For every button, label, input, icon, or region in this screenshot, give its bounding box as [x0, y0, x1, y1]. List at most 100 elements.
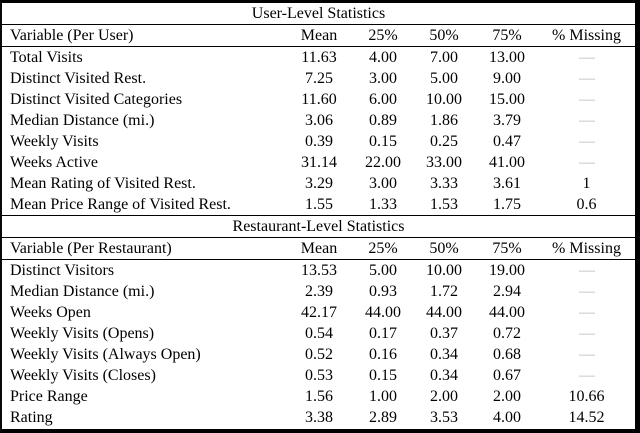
- table-row: Median Distance (mi.) 3.06 0.89 1.86 3.79 —: [2, 110, 635, 131]
- column-header: 25%: [368, 240, 398, 257]
- table-row: Weeks Active 31.14 22.00 33.00 41.00 —: [2, 152, 635, 173]
- value-cell: 5.00: [430, 70, 458, 87]
- value-cell: 10.00: [426, 91, 462, 108]
- value-cell: 3.00: [369, 175, 397, 192]
- user-level-section: User-Level Statistics Variable (Per User…: [2, 3, 635, 215]
- value-cell: 10.66: [568, 388, 605, 405]
- column-header: % Missing: [552, 240, 621, 257]
- value-cell: 15.00: [489, 91, 525, 108]
- value-cell: 0.89: [369, 112, 397, 129]
- value-cell: 1.33: [369, 196, 397, 213]
- value-cell: 0.34: [430, 346, 458, 363]
- value-cell: 3.00: [369, 70, 397, 87]
- table-row: Distinct Visited Categories 11.60 6.00 10.0…: [2, 89, 635, 110]
- table-row: Distinct Visited Rest. 7.25 3.00 5.00 9.00 —: [2, 68, 635, 89]
- missing-dash: —: [579, 133, 595, 150]
- value-cell: 1.72: [430, 283, 458, 300]
- table-body: Total Visits 11.63 4.00 7.00 13.00— Distinct …: [2, 47, 635, 215]
- value-cell: 2.00: [493, 388, 521, 405]
- variable-cell: Price Range: [10, 388, 88, 405]
- variable-cell: Weekly Visits: [10, 133, 99, 150]
- rule: [2, 24, 635, 25]
- table-row: Median Distance (mi.) 2.39 0.93 1.72 2.94 —: [2, 281, 635, 302]
- variable-cell: Mean Price Range of Visited Rest.: [10, 196, 231, 213]
- value-cell: 1.00: [369, 388, 397, 405]
- column-header: Mean: [300, 240, 338, 257]
- value-cell: 2.89: [369, 409, 397, 426]
- section-title-restaurant-level: Restaurant-Level Statistics: [232, 218, 405, 235]
- value-cell: 7.25: [305, 70, 333, 87]
- table-body: Distinct Visitors 13.53 5.00 10.00 19.00— Med…: [2, 260, 635, 428]
- value-cell: 11.63: [301, 49, 337, 66]
- value-cell: 1.86: [430, 112, 458, 129]
- value-cell: 7.00: [430, 49, 458, 66]
- column-header: 50%: [429, 27, 459, 44]
- value-cell: 19.00: [489, 262, 525, 279]
- column-header: Variable (Per Restaurant): [10, 240, 172, 257]
- section-title-user-level: User-Level Statistics: [251, 5, 386, 22]
- value-cell: 0.53: [305, 367, 333, 384]
- rule: [2, 46, 635, 47]
- value-cell: 0.15: [369, 367, 397, 384]
- value-cell: 44.00: [365, 304, 401, 321]
- value-cell: 44.00: [426, 304, 462, 321]
- value-cell: 0.37: [430, 325, 458, 342]
- column-header: 25%: [368, 27, 398, 44]
- value-cell: 1.56: [305, 388, 333, 405]
- missing-dash: —: [579, 112, 595, 129]
- value-cell: 33.00: [426, 154, 462, 171]
- missing-dash: —: [579, 283, 595, 300]
- table-row: Weekly Visits (Closes) 0.53 0.15 0.34 0.67 —: [2, 365, 635, 386]
- value-cell: 13.53: [301, 262, 337, 279]
- variable-cell: Rating: [10, 409, 53, 426]
- header-row: Variable (Per Restaurant) Mean 25% 50% 75% % …: [2, 238, 635, 259]
- missing-dash: —: [579, 49, 595, 66]
- variable-cell: Weeks Open: [10, 304, 91, 321]
- value-cell: 6.00: [369, 91, 397, 108]
- column-header: 75%: [492, 27, 522, 44]
- variable-cell: Weekly Visits (Closes): [10, 367, 156, 384]
- value-cell: 4.00: [369, 49, 397, 66]
- value-cell: 9.00: [493, 70, 521, 87]
- value-cell: 4.00: [493, 409, 521, 426]
- value-cell: 0.47: [493, 133, 521, 150]
- value-cell: 0.52: [305, 346, 333, 363]
- variable-cell: Weeks Active: [10, 154, 99, 171]
- value-cell: 0.6: [576, 196, 597, 213]
- column-header: 75%: [492, 240, 522, 257]
- value-cell: 0.67: [493, 367, 521, 384]
- value-cell: 0.17: [369, 325, 397, 342]
- variable-cell: Weekly Visits (Always Open): [10, 346, 201, 363]
- column-header: 50%: [429, 240, 459, 257]
- restaurant-level-section: Restaurant-Level Statistics Variable (Pe…: [2, 216, 635, 428]
- table-row: Total Visits 11.63 4.00 7.00 13.00 —: [2, 47, 635, 68]
- table-row: Weekly Visits (Always Open) 0.52 0.16 0.34 0…: [2, 344, 635, 365]
- value-cell: 3.06: [305, 112, 333, 129]
- value-cell: 0.93: [369, 283, 397, 300]
- value-cell: 3.53: [430, 409, 458, 426]
- missing-dash: —: [579, 325, 595, 342]
- table-row: Mean Price Range of Visited Rest. 1.55 1.3…: [2, 194, 635, 215]
- value-cell: 3.61: [493, 175, 521, 192]
- value-cell: 0.54: [305, 325, 333, 342]
- value-cell: 3.33: [430, 175, 458, 192]
- value-cell: 11.60: [301, 91, 337, 108]
- value-cell: 41.00: [489, 154, 525, 171]
- table-row: Weeks Open 42.17 44.00 44.00 44.00 —: [2, 302, 635, 323]
- value-cell: 2.00: [430, 388, 458, 405]
- value-cell: 13.00: [489, 49, 525, 66]
- variable-cell: Distinct Visited Categories: [10, 91, 183, 108]
- missing-dash: —: [579, 346, 595, 363]
- table-row: Distinct Visitors 13.53 5.00 10.00 19.00 —: [2, 260, 635, 281]
- rule: [2, 259, 635, 260]
- table-row: Weekly Visits 0.39 0.15 0.25 0.47 —: [2, 131, 635, 152]
- table-row: Price Range 1.56 1.00 2.00 2.00 10.66: [2, 386, 635, 407]
- value-cell: 31.14: [301, 154, 337, 171]
- column-header: Mean: [300, 27, 338, 44]
- value-cell: 3.79: [493, 112, 521, 129]
- rule-section-separator: [2, 215, 635, 216]
- value-cell: 1.75: [493, 196, 521, 213]
- value-cell: 0.16: [369, 346, 397, 363]
- variable-cell: Median Distance (mi.): [10, 283, 155, 300]
